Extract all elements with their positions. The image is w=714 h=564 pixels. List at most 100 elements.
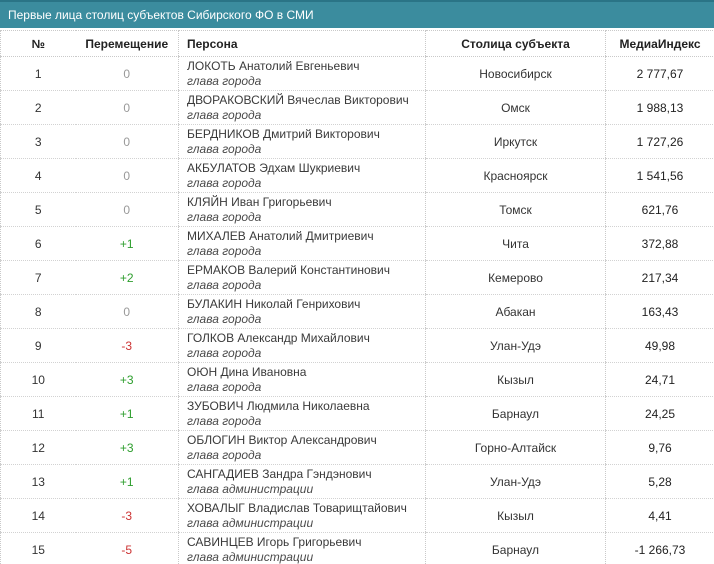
table-row: 12 +3 ОБЛОГИН Виктор Александрович глава го… [0, 430, 714, 465]
person-name: САНГАДИЕВ Зандра Гэндэнович [187, 467, 372, 481]
rank-cell: 6 [0, 226, 76, 261]
person-cell: ЕРМАКОВ Валерий Константинович глава горо… [178, 260, 426, 295]
person-cell: БУЛАКИН Николай Генрихович глава города [178, 294, 426, 329]
person-role: глава города [187, 176, 262, 190]
media-index-cell: 621,76 [605, 192, 714, 227]
person-name: БЕРДНИКОВ Дмитрий Викторович [187, 127, 380, 141]
table-row: 1 0 ЛОКОТЬ Анатолий Евгеньевич глава города… [0, 56, 714, 91]
column-header-movement: Перемещение [75, 30, 179, 57]
column-header-number: № [0, 30, 76, 57]
table-row: 7 +2 ЕРМАКОВ Валерий Константинович глава г… [0, 260, 714, 295]
person-cell: ДВОРАКОВСКИЙ Вячеслав Викторович глава го… [178, 90, 426, 125]
person-role: глава города [187, 142, 262, 156]
media-index-cell: 24,71 [605, 362, 714, 397]
city-cell: Кызыл [425, 498, 606, 533]
table-row: 6 +1 МИХАЛЕВ Анатолий Дмитриевич глава горо… [0, 226, 714, 261]
rank-cell: 11 [0, 396, 76, 431]
person-role: глава города [187, 278, 262, 292]
movement-cell: +1 [75, 396, 179, 431]
movement-cell: 0 [75, 158, 179, 193]
city-cell: Барнаул [425, 396, 606, 431]
media-index-cell: 4,41 [605, 498, 714, 533]
movement-cell: +1 [75, 464, 179, 499]
table-row: 9 -3 ГОЛКОВ Александр Михайлович глава горо… [0, 328, 714, 363]
page-title: Первые лица столиц субъектов Сибирского … [0, 0, 714, 28]
media-index-cell: -1 266,73 [605, 532, 714, 564]
city-cell: Томск [425, 192, 606, 227]
person-cell: КЛЯЙН Иван Григорьевич глава города [178, 192, 426, 227]
person-role: глава города [187, 244, 262, 258]
city-cell: Красноярск [425, 158, 606, 193]
person-role: глава города [187, 448, 262, 462]
table-row: 8 0 БУЛАКИН Николай Генрихович глава города… [0, 294, 714, 329]
movement-cell: 0 [75, 90, 179, 125]
table-row: 2 0 ДВОРАКОВСКИЙ Вячеслав Викторович глава … [0, 90, 714, 125]
media-index-cell: 49,98 [605, 328, 714, 363]
rank-cell: 12 [0, 430, 76, 465]
movement-cell: -3 [75, 498, 179, 533]
person-name: ЕРМАКОВ Валерий Константинович [187, 263, 390, 277]
media-index-cell: 217,34 [605, 260, 714, 295]
rank-cell: 1 [0, 56, 76, 91]
table-header-row: № Перемещение Персона Столица субъекта М… [0, 30, 714, 57]
movement-cell: +1 [75, 226, 179, 261]
person-cell: ХОВАЛЫГ Владислав Товарищтайович глава ад… [178, 498, 426, 533]
table-row: 11 +1 ЗУБОВИЧ Людмила Николаевна глава горо… [0, 396, 714, 431]
person-role: глава города [187, 312, 262, 326]
movement-cell: 0 [75, 294, 179, 329]
city-cell: Чита [425, 226, 606, 261]
rank-cell: 13 [0, 464, 76, 499]
city-cell: Улан-Удэ [425, 464, 606, 499]
person-cell: БЕРДНИКОВ Дмитрий Викторович глава города [178, 124, 426, 159]
city-cell: Горно-Алтайск [425, 430, 606, 465]
media-index-cell: 2 777,67 [605, 56, 714, 91]
person-cell: ГОЛКОВ Александр Михайлович глава города [178, 328, 426, 363]
rank-cell: 10 [0, 362, 76, 397]
media-index-cell: 24,25 [605, 396, 714, 431]
rank-cell: 14 [0, 498, 76, 533]
movement-cell: 0 [75, 124, 179, 159]
city-cell: Барнаул [425, 532, 606, 564]
rank-cell: 5 [0, 192, 76, 227]
media-index-cell: 163,43 [605, 294, 714, 329]
table-row: 13 +1 САНГАДИЕВ Зандра Гэндэнович глава адм… [0, 464, 714, 499]
person-name: ЗУБОВИЧ Людмила Николаевна [187, 399, 370, 413]
media-index-cell: 5,28 [605, 464, 714, 499]
table-row: 3 0 БЕРДНИКОВ Дмитрий Викторович глава горо… [0, 124, 714, 159]
rank-cell: 15 [0, 532, 76, 564]
person-role: глава города [187, 380, 262, 394]
media-index-cell: 372,88 [605, 226, 714, 261]
movement-cell: 0 [75, 56, 179, 91]
rank-cell: 3 [0, 124, 76, 159]
person-cell: ОЮН Дина Ивановна глава города [178, 362, 426, 397]
person-cell: САВИНЦЕВ Игорь Григорьевич глава админист… [178, 532, 426, 564]
person-name: ХОВАЛЫГ Владислав Товарищтайович [187, 501, 407, 515]
column-header-city: Столица субъекта [425, 30, 606, 57]
person-role: глава администрации [187, 516, 314, 530]
rank-cell: 2 [0, 90, 76, 125]
person-name: КЛЯЙН Иван Григорьевич [187, 195, 332, 209]
city-cell: Кызыл [425, 362, 606, 397]
person-role: глава администрации [187, 550, 314, 564]
city-cell: Иркутск [425, 124, 606, 159]
movement-cell: -3 [75, 328, 179, 363]
media-rating-table: № Перемещение Персона Столица субъекта М… [0, 30, 714, 564]
city-cell: Абакан [425, 294, 606, 329]
city-cell: Кемерово [425, 260, 606, 295]
column-header-media-index: МедиаИндекс [605, 30, 714, 57]
city-cell: Омск [425, 90, 606, 125]
table-header: № Перемещение Персона Столица субъекта М… [0, 30, 714, 57]
table-row: 15 -5 САВИНЦЕВ Игорь Григорьевич глава адми… [0, 532, 714, 564]
person-role: глава города [187, 74, 262, 88]
media-index-cell: 1 541,56 [605, 158, 714, 193]
movement-cell: -5 [75, 532, 179, 564]
person-cell: САНГАДИЕВ Зандра Гэндэнович глава админис… [178, 464, 426, 499]
person-name: БУЛАКИН Николай Генрихович [187, 297, 361, 311]
person-name: ДВОРАКОВСКИЙ Вячеслав Викторович [187, 93, 409, 107]
person-role: глава города [187, 414, 262, 428]
movement-cell: 0 [75, 192, 179, 227]
movement-cell: +3 [75, 362, 179, 397]
table-row: 14 -3 ХОВАЛЫГ Владислав Товарищтайович глав… [0, 498, 714, 533]
movement-cell: +2 [75, 260, 179, 295]
city-cell: Новосибирск [425, 56, 606, 91]
